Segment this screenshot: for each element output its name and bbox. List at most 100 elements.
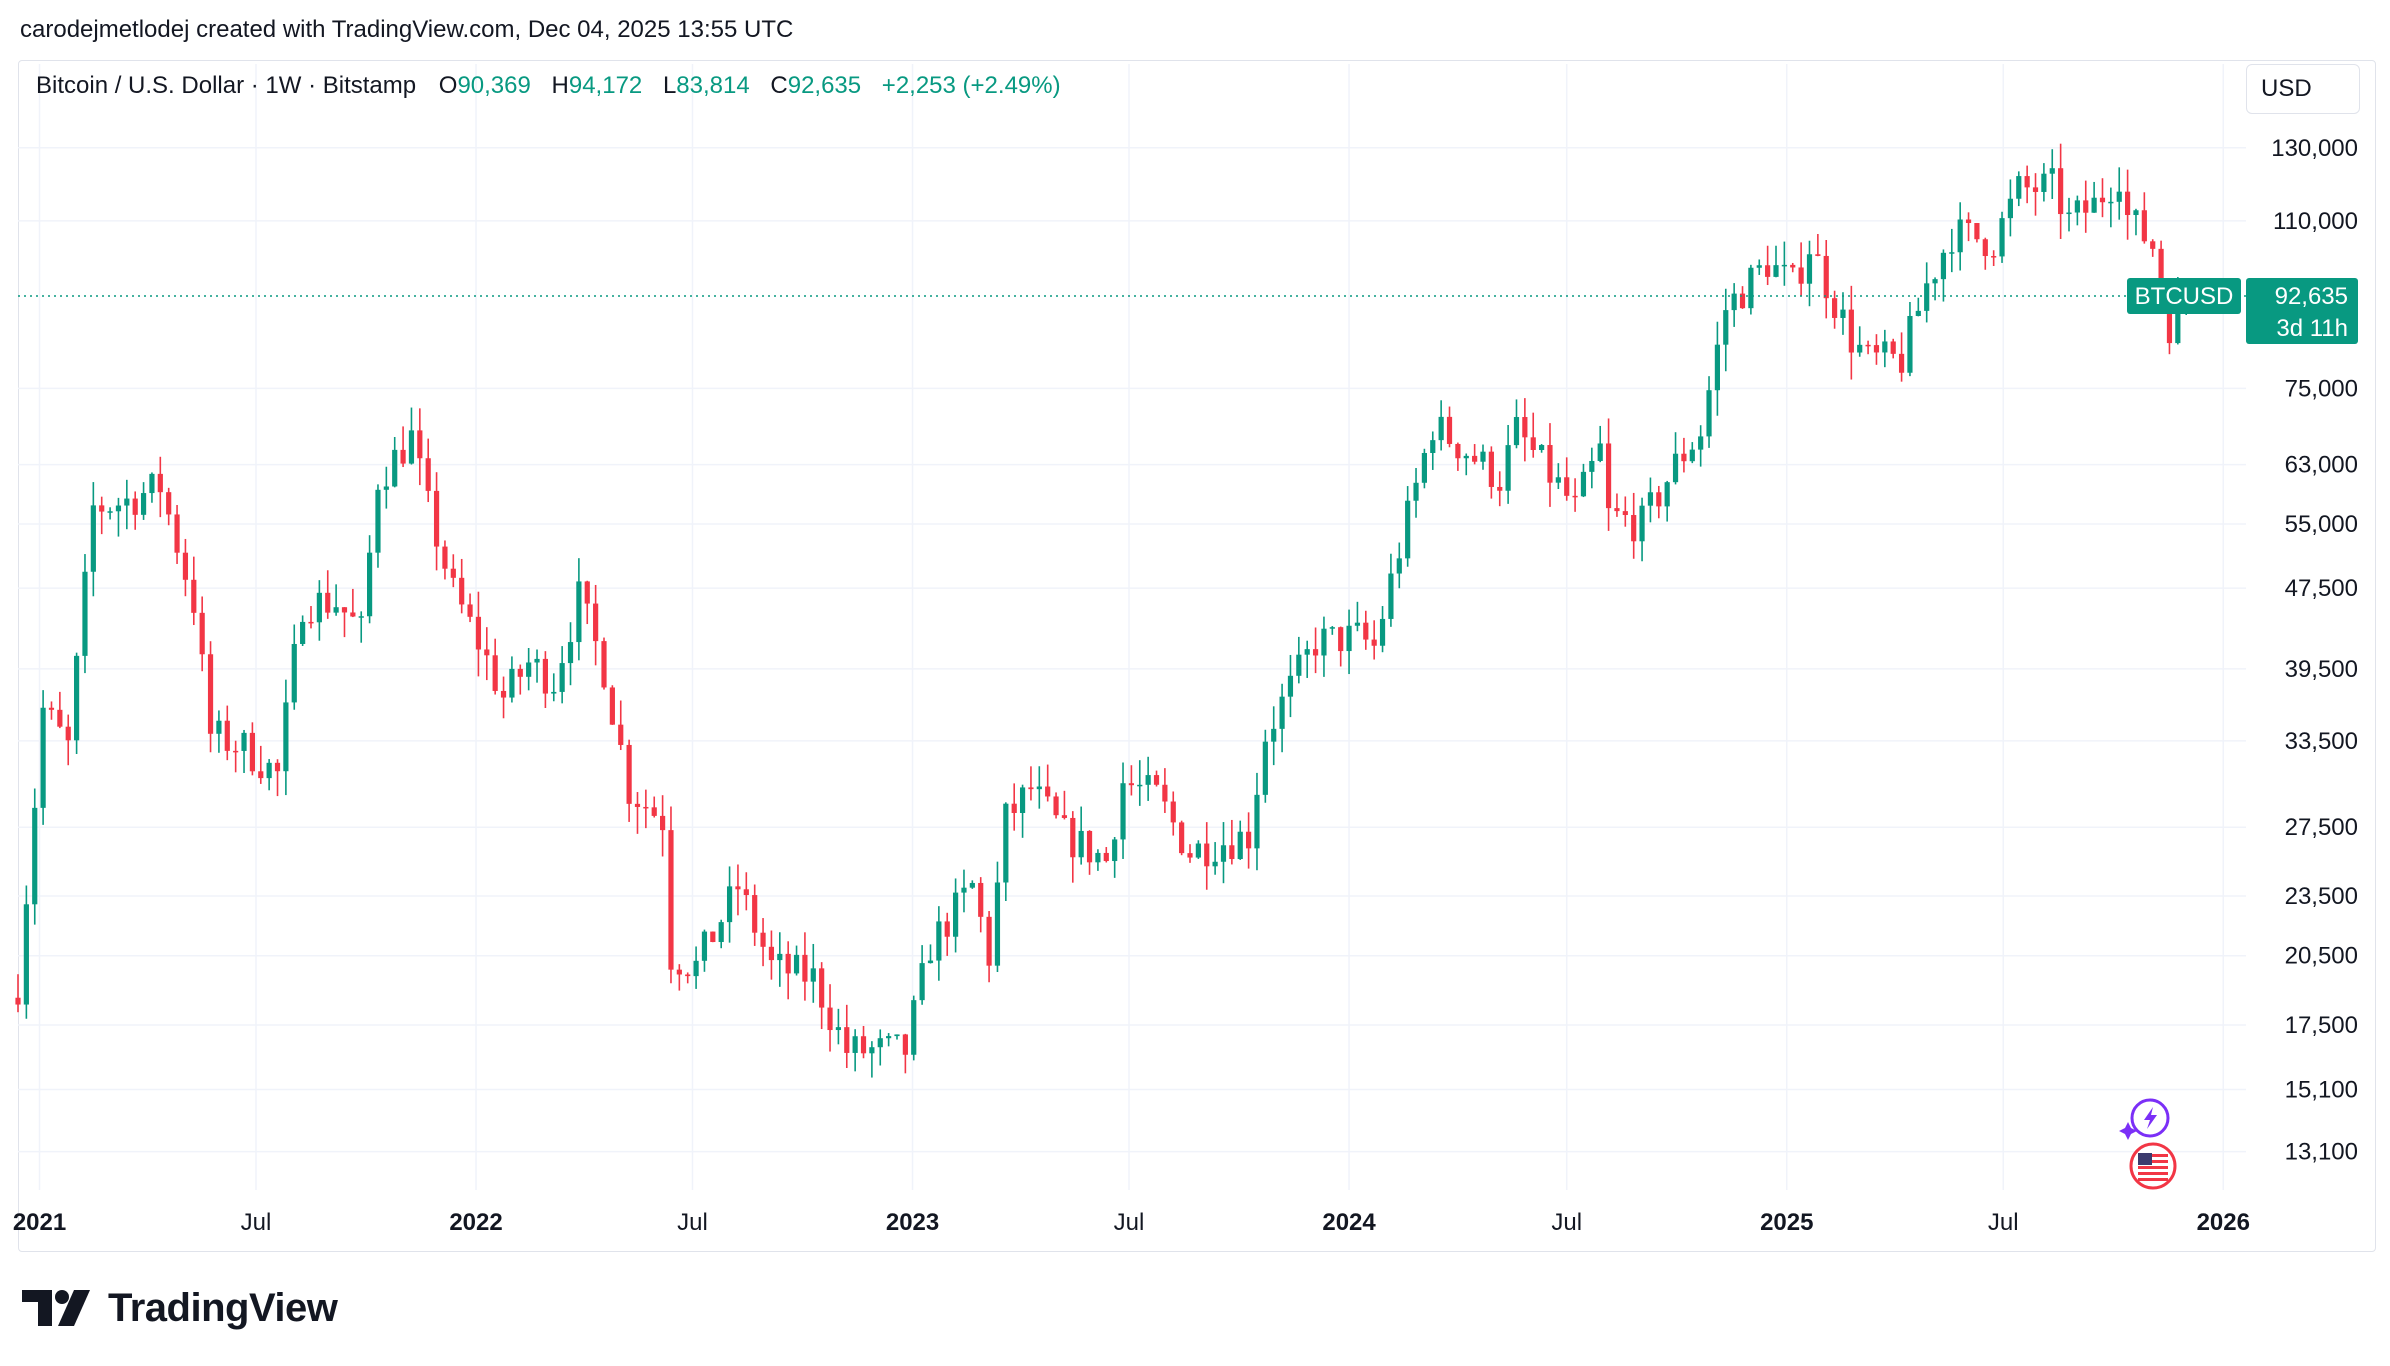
candle-up xyxy=(90,482,96,597)
candle-body xyxy=(542,658,548,694)
candle-up xyxy=(1279,683,1285,753)
candle-up xyxy=(1237,820,1243,860)
candle-body xyxy=(350,612,356,617)
candle-up xyxy=(701,929,708,972)
candle-body xyxy=(2007,198,2013,219)
candle-body xyxy=(2066,212,2072,215)
candle-up xyxy=(1555,463,1561,489)
candle-body xyxy=(1907,315,1913,373)
candle-body xyxy=(1631,515,1637,542)
price-tick-label: 13,100 xyxy=(2285,1139,2358,1166)
candle-body xyxy=(2166,289,2173,344)
candle-down xyxy=(2024,165,2030,204)
candle-body xyxy=(2158,248,2164,290)
candle-body xyxy=(601,641,607,688)
candle-body xyxy=(1363,622,1369,640)
candle-body xyxy=(1413,482,1419,501)
currency-button[interactable]: USD xyxy=(2246,64,2360,114)
candle-up xyxy=(526,647,532,691)
candle-down xyxy=(1011,783,1017,831)
candle-body xyxy=(1279,696,1285,729)
candle-down xyxy=(1371,620,1377,660)
candle-body xyxy=(1647,492,1654,506)
candle-down xyxy=(1622,496,1628,527)
candle-body xyxy=(408,430,415,464)
candle-body xyxy=(1597,443,1603,461)
candle-down xyxy=(1497,471,1503,507)
candle-up xyxy=(266,759,272,791)
candle-down xyxy=(584,580,590,625)
time-tick-label: Jul xyxy=(1988,1209,2019,1236)
candle-body xyxy=(660,815,666,831)
candle-body xyxy=(475,616,482,650)
candle-body xyxy=(425,458,431,491)
candle-up xyxy=(1857,326,1863,357)
candle-down xyxy=(660,795,666,857)
candle-down xyxy=(1246,812,1252,869)
candle-down xyxy=(1103,847,1109,863)
candle-up xyxy=(1421,448,1427,489)
candle-body xyxy=(1664,482,1670,507)
price-tick-label: 130,000 xyxy=(2271,135,2358,162)
candle-body xyxy=(2133,210,2139,216)
candle-down xyxy=(785,941,791,1000)
candle-body xyxy=(1271,728,1277,742)
candle-up xyxy=(115,497,122,537)
tradingview-brand[interactable]: TradingView xyxy=(22,1284,338,1332)
candle-up xyxy=(1296,636,1302,684)
candle-body xyxy=(1019,787,1026,813)
candle-down xyxy=(1790,262,1796,273)
candle-up xyxy=(1019,784,1026,838)
candle-body xyxy=(1949,252,1955,254)
candle-body xyxy=(1338,627,1344,652)
candle-body xyxy=(927,960,934,964)
candle-body xyxy=(383,486,389,490)
candle-body xyxy=(1714,344,1720,391)
candle-down xyxy=(819,962,825,1030)
candle-up xyxy=(1698,425,1704,467)
candle-body xyxy=(2016,176,2022,199)
candle-body xyxy=(819,968,825,1008)
candle-up xyxy=(1714,321,1720,416)
candle-body xyxy=(1580,471,1587,497)
candle-body xyxy=(969,882,975,888)
candle-up xyxy=(852,1029,858,1072)
candle-down xyxy=(844,1004,850,1068)
candle-body xyxy=(835,1027,841,1031)
candle-up xyxy=(1999,211,2005,263)
candle-up xyxy=(1957,202,1963,271)
candle-down xyxy=(233,740,239,773)
candle-body xyxy=(919,963,925,1001)
candle-up xyxy=(793,945,800,976)
open-key: O xyxy=(438,72,458,99)
candle-body xyxy=(1982,239,1988,257)
candle-down xyxy=(224,705,230,761)
price-tick-label: 55,000 xyxy=(2285,511,2358,538)
time-tick-label: Jul xyxy=(677,1209,708,1236)
candle-up xyxy=(1036,766,1042,809)
candle-down xyxy=(182,538,189,597)
candle-body xyxy=(1823,255,1829,299)
candle-up xyxy=(216,710,222,753)
candle-body xyxy=(107,511,113,513)
candle-down xyxy=(1873,334,1880,365)
chart-frame[interactable] xyxy=(18,60,2376,1252)
candle-body xyxy=(1128,783,1134,786)
candle-down xyxy=(735,864,741,916)
candle-body xyxy=(1999,218,2005,257)
candle-down xyxy=(1530,412,1536,458)
candle-body xyxy=(1070,817,1076,858)
candle-up xyxy=(1949,228,1955,273)
price-axis: 130,000 110,000 75,000 63,000 55,000 47,500 39… xyxy=(2271,135,2358,1166)
candle-body xyxy=(300,621,306,644)
candle-body xyxy=(375,489,381,553)
candle-body xyxy=(1832,298,1838,318)
candle-body xyxy=(1137,784,1143,787)
candle-body xyxy=(224,720,230,751)
candle-body xyxy=(500,690,507,698)
candle-up xyxy=(927,944,934,964)
candle-down xyxy=(1229,819,1235,865)
candle-body xyxy=(2049,168,2055,174)
candle-body xyxy=(199,612,205,655)
